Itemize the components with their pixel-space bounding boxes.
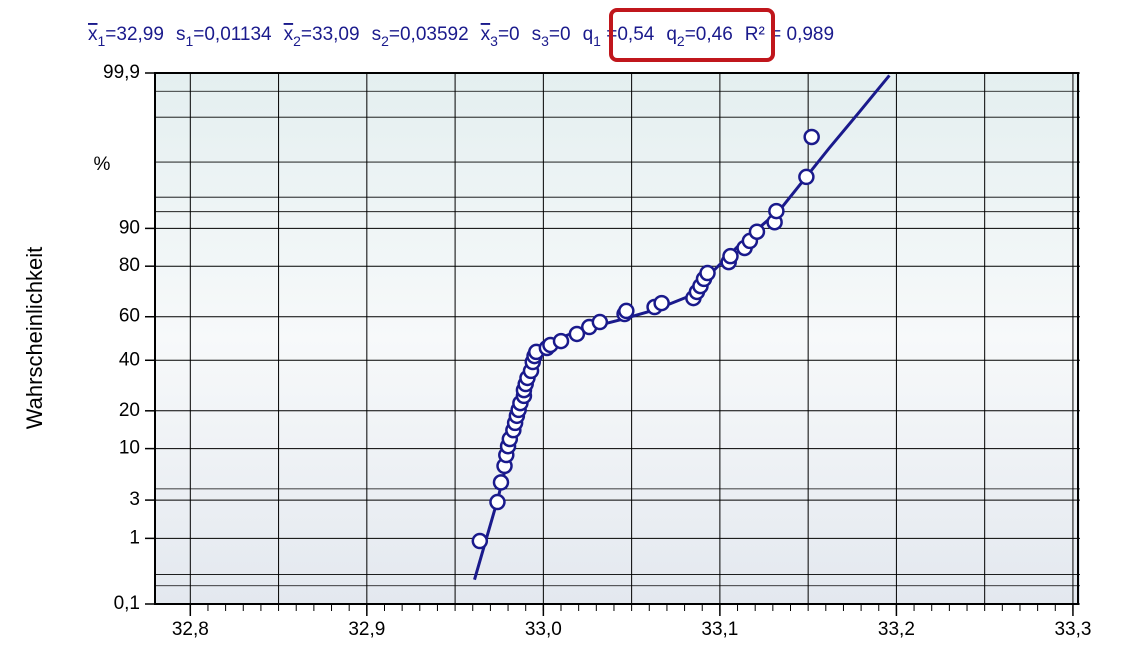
x-tick-label: 32,8 [172,619,209,640]
x-tick-label: 32,9 [348,619,385,640]
stat-value: =0,54 [601,24,655,45]
data-point [699,264,716,282]
data-point [618,302,635,320]
stat-value: =0 [498,24,520,45]
stat-symbol: q [583,24,594,45]
data-point [492,474,510,491]
stat-symbol: q [666,24,677,45]
y-tick-label: 3 [129,489,140,510]
data-point [798,168,815,186]
y-tick-label: 99,9 [103,62,140,83]
y-tick-label: 20 [119,400,140,421]
marks [471,74,891,581]
data-point [471,532,489,550]
data-point [768,202,785,220]
x-tick-label: 33,1 [701,619,738,640]
data-point [653,294,670,312]
stat-symbol: x [88,24,98,45]
data-point [722,247,739,265]
stat-value: =0,03592 [389,24,469,45]
stat-value: =0,46 [685,24,733,45]
highlight-box [609,8,775,62]
y-tick-label: 40 [119,349,140,370]
data-point [803,128,820,146]
stat-symbol: x [284,24,294,45]
stat-symbol: s [176,24,186,45]
stat-subscript: 1 [98,33,106,49]
y-tick-label: 60 [119,306,140,327]
data-point [552,332,570,350]
grid [155,72,1080,605]
x-tick-label: 33,3 [1054,619,1091,640]
data-point [489,493,506,511]
stat-value: =33,09 [301,24,360,45]
stat-symbol: R² [745,24,765,45]
stat-subscript: 2 [293,33,301,49]
y-tick-label: 10 [119,438,140,459]
stat-subscript: 1 [185,33,193,49]
stat-symbol: s [372,24,382,45]
y-tick-label: 90 [119,217,140,238]
y-tick-label: 0,1 [114,593,140,614]
plot-area [155,73,1080,604]
stat-value: =0,01134 [193,24,272,45]
stat-subscript: 3 [490,33,498,49]
stat-subscript: 1 [593,33,601,49]
stat-value: =0 [549,24,571,45]
y-unit: % [94,154,111,175]
x-tick-label: 33,0 [525,619,562,640]
y-tick-label: 80 [119,255,140,276]
stat-value: =32,99 [105,24,164,45]
y-axis-label: Wahrscheinlichkeit [22,247,47,430]
stat-subscript: 2 [381,33,389,49]
data-point [748,223,766,240]
stat-value: = 0,989 [765,24,834,45]
data-point [591,313,609,331]
stat-subscript: 3 [541,33,549,49]
y-tick-label: 1 [129,527,140,548]
stats-header: x1=32,99 s1=0,01134 x2=33,09 s2=0,03592 x3=0… [88,24,834,49]
stat-symbol: x [481,24,491,45]
stat-symbol: s [532,24,542,45]
data-point [568,325,586,343]
stat-subscript: 2 [677,33,685,49]
x-tick-label: 33,2 [878,619,915,640]
